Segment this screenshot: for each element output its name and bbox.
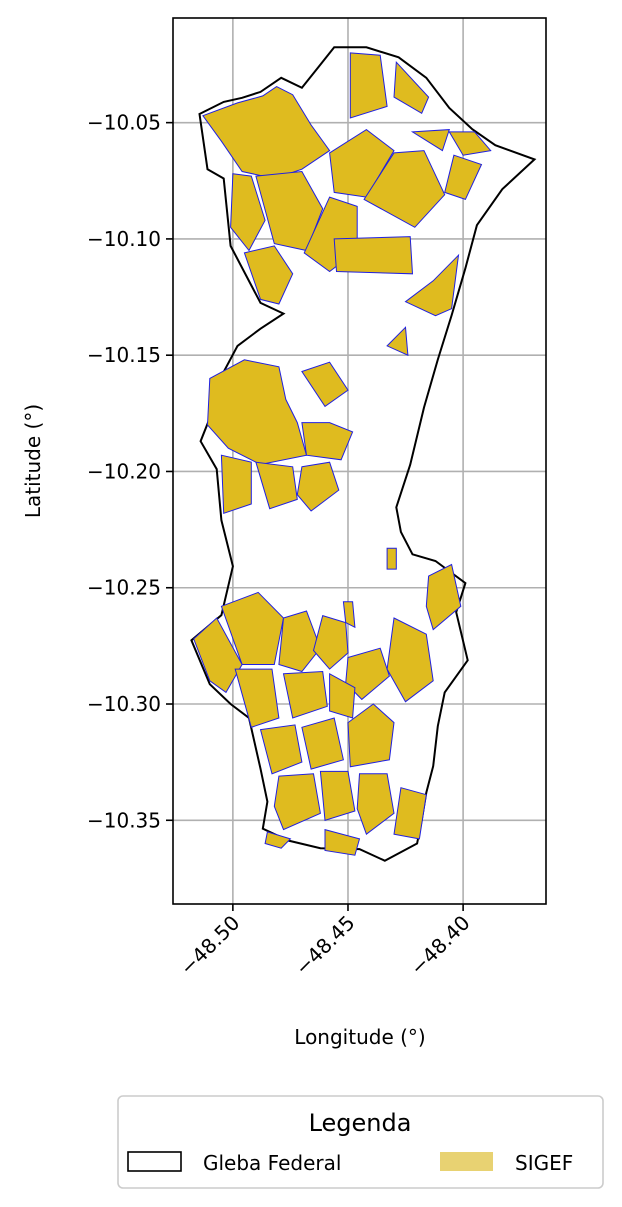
sigef-parcel [278,610,321,673]
sigef-parcel [410,129,451,152]
plot-area-frame [172,17,547,905]
legend-swatch-sigef [440,1152,493,1171]
x-tick-label: −48.50 [175,911,244,980]
sigef-parcel [193,617,243,694]
legend-label-sigef: SIGEF [515,1151,573,1175]
sigef-layer [193,52,492,856]
sigef-parcel [356,773,395,836]
legend-title: Legenda [309,1109,412,1137]
sigef-parcel [448,131,492,156]
sigef-parcel [345,647,390,701]
sigef-parcel [324,828,361,856]
legend: Legenda Gleba Federal SIGEF [117,1095,604,1189]
sigef-parcel [255,461,298,510]
y-tick-label: −10.15 [87,343,161,367]
sigef-parcel [333,236,414,275]
y-tick-label: −10.30 [87,692,161,716]
sigef-parcel [404,253,460,317]
sigef-parcel [234,668,280,728]
sigef-parcel [273,773,321,831]
sigef-parcel [220,454,252,514]
sigef-parcel [282,670,328,719]
legend-swatch-gleba-federal [127,1151,182,1172]
sigef-parcel [301,717,344,770]
y-axis-ticks: −10.05 −10.10 −10.15 −10.20 −10.25 −10.30 −10.… [87,111,173,832]
sigef-parcel [230,173,266,252]
sigef-parcel [220,591,285,665]
sigef-parcel [243,245,294,305]
sigef-parcel [319,770,356,821]
y-tick-label: −10.35 [87,808,161,832]
gleba-federal-layer [190,46,537,862]
sigef-parcel [363,150,446,228]
x-tick-label: −48.40 [405,911,474,980]
sigef-parcel [386,326,409,357]
sigef-parcel [296,461,340,512]
sigef-parcel [301,422,354,461]
sigef-parcel [393,61,430,115]
x-axis-ticks: −48.50 −48.45 −48.40 [175,904,475,980]
sigef-parcel [329,672,356,719]
legend-label-gleba-federal: Gleba Federal [203,1151,341,1175]
sigef-parcel [342,601,356,629]
y-tick-label: −10.10 [87,227,161,251]
y-tick-label: −10.05 [87,111,161,135]
sigef-parcel [347,703,395,768]
sigef-parcel [202,86,331,180]
y-axis-title: Latitude (°) [21,404,45,518]
x-tick-label: −48.45 [290,911,359,980]
y-tick-label: −10.25 [87,576,161,600]
sigef-parcel [386,617,434,703]
x-axis-title: Longitude (°) [294,1025,425,1049]
sigef-parcel [425,563,462,631]
sigef-parcel [264,831,292,849]
sigef-parcel [349,52,388,119]
sigef-parcel [206,359,308,466]
sigef-parcel [259,724,303,775]
y-tick-label: −10.20 [87,459,161,483]
sigef-parcel [393,787,427,840]
gleba-federal-outline [190,46,537,862]
sigef-parcel [386,547,397,570]
sigef-parcel [444,154,483,201]
sigef-parcel [312,614,349,670]
sigef-parcel [301,361,349,408]
